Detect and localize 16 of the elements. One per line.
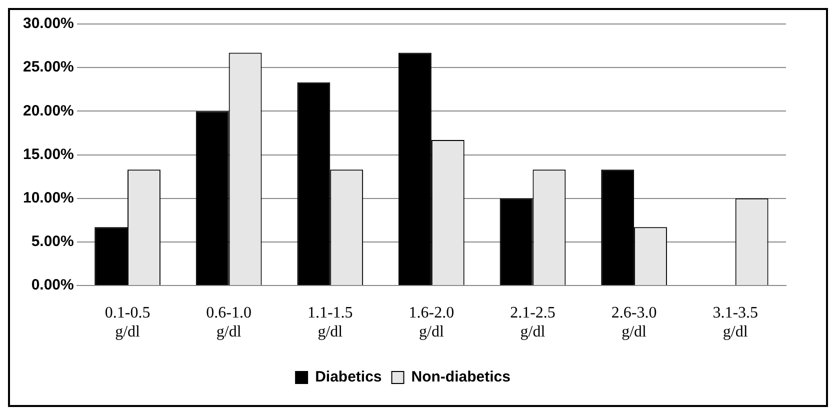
x-tick-label: 1.6-2.0 g/dl — [408, 304, 454, 341]
y-tick-label: 15.00% — [23, 146, 74, 163]
y-tick-label: 25.00% — [23, 58, 74, 76]
legend-label: Non-diabetics — [411, 368, 510, 386]
y-tick-label: 20.00% — [23, 102, 74, 120]
x-tick-label: 1.1-1.5 g/dl — [307, 304, 353, 341]
x-tick-label: 3.1-3.5 g/dl — [712, 304, 758, 341]
x-tick-label: 0.1-0.5 g/dl — [104, 304, 150, 341]
y-tick-label: 10.00% — [23, 190, 74, 207]
x-tick-label: 2.6-3.0 g/dl — [611, 304, 657, 341]
legend-label: Diabetics — [315, 368, 382, 386]
x-tick-label: 2.1-2.5 g/dl — [510, 304, 556, 341]
y-tick-label: 30.00% — [23, 15, 74, 32]
y-tick-label: 5.00% — [31, 233, 74, 250]
x-tick-label: 0.6-1.0 g/dl — [206, 304, 252, 341]
y-tick-label: 0.00% — [31, 276, 74, 294]
